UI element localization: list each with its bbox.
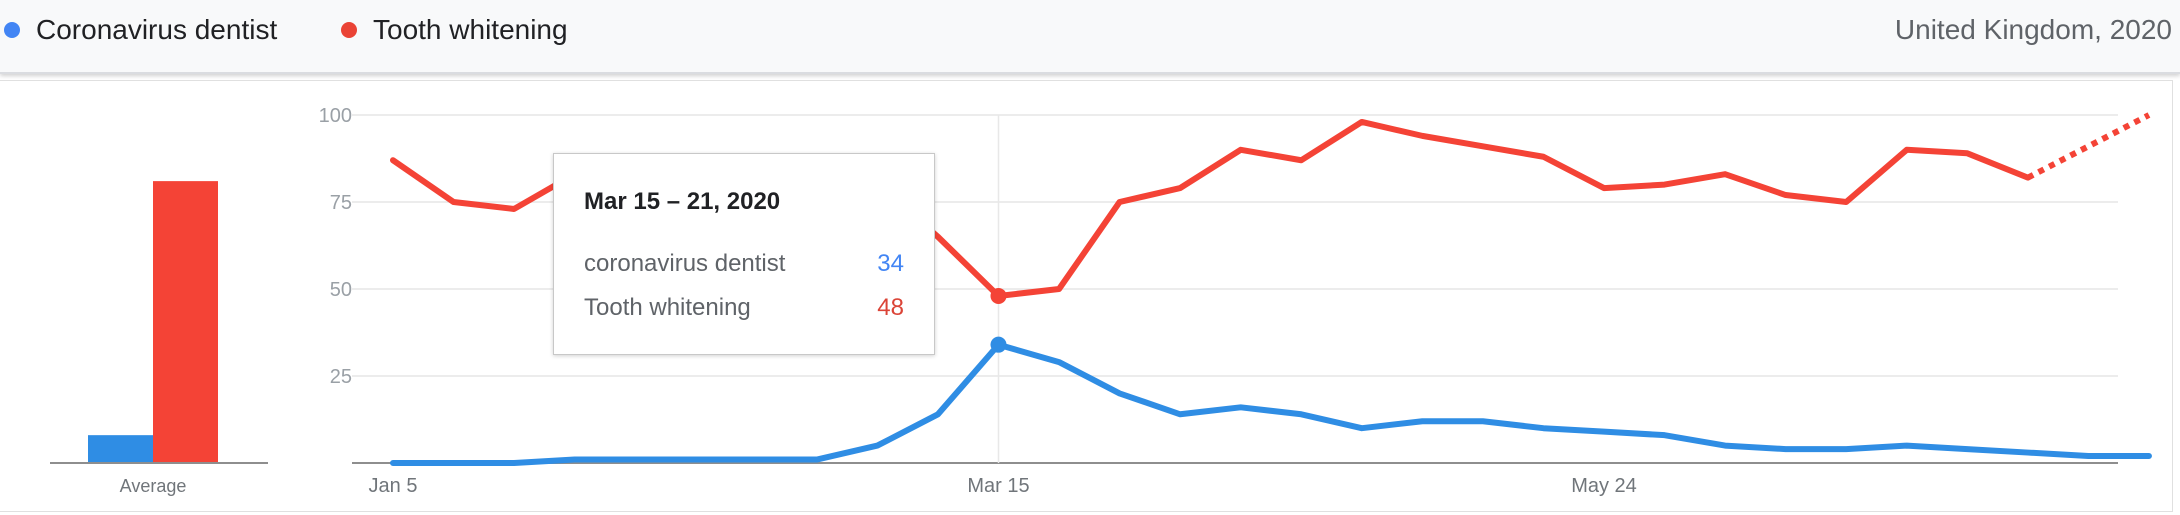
tooltip-row-tooth-whitening: Tooth whitening 48 — [584, 294, 904, 322]
region-label: United Kingdom, 2020 — [1894, 14, 2172, 45]
chart-header: Coronavirus dentist Tooth whitening Unit… — [0, 0, 2180, 74]
legend-label: Coronavirus dentist — [36, 14, 278, 45]
y-tick-label-100: 100 — [319, 105, 352, 127]
hover-point-tooth-whitening — [990, 287, 1007, 304]
legend-dot-icon — [341, 22, 357, 38]
hover-point-coronavirus-dentist — [990, 336, 1007, 353]
series-line-coronavirus-dentist — [390, 341, 2152, 466]
y-tick-label-50: 50 — [330, 279, 352, 301]
chart-card — [0, 80, 2173, 512]
y-tick-label-75: 75 — [330, 192, 352, 214]
series-line-partial-tooth-whitening — [2026, 112, 2151, 181]
legend-item-coronavirus-dentist[interactable]: Coronavirus dentist — [4, 10, 277, 50]
legend-label: Tooth whitening — [373, 14, 568, 45]
tooltip-row-label: coronavirus dentist — [584, 250, 786, 277]
tooltip-title: Mar 15 – 21, 2020 — [584, 188, 781, 215]
tooltip-row-value: 34 — [877, 250, 904, 277]
tooltip-row-coronavirus-dentist: coronavirus dentist 34 — [584, 250, 904, 278]
tooltip: Mar 15 – 21, 2020 coronavirus dentist 34… — [553, 153, 935, 355]
average-bar-tooth-whitening — [153, 181, 218, 463]
average-label: Average — [120, 476, 187, 496]
legend-dot-icon — [4, 22, 20, 38]
x-tick-label: May 24 — [1571, 475, 1637, 497]
x-tick-label: Jan 5 — [369, 475, 418, 497]
tooltip-row-label: Tooth whitening — [584, 294, 751, 321]
average-bar-coronavirus-dentist — [88, 435, 153, 463]
y-tick-label-25: 25 — [330, 366, 352, 388]
x-tick-label: Mar 15 — [967, 475, 1029, 497]
tooltip-row-value: 48 — [877, 294, 904, 321]
legend-item-tooth-whitening[interactable]: Tooth whitening — [341, 10, 568, 50]
